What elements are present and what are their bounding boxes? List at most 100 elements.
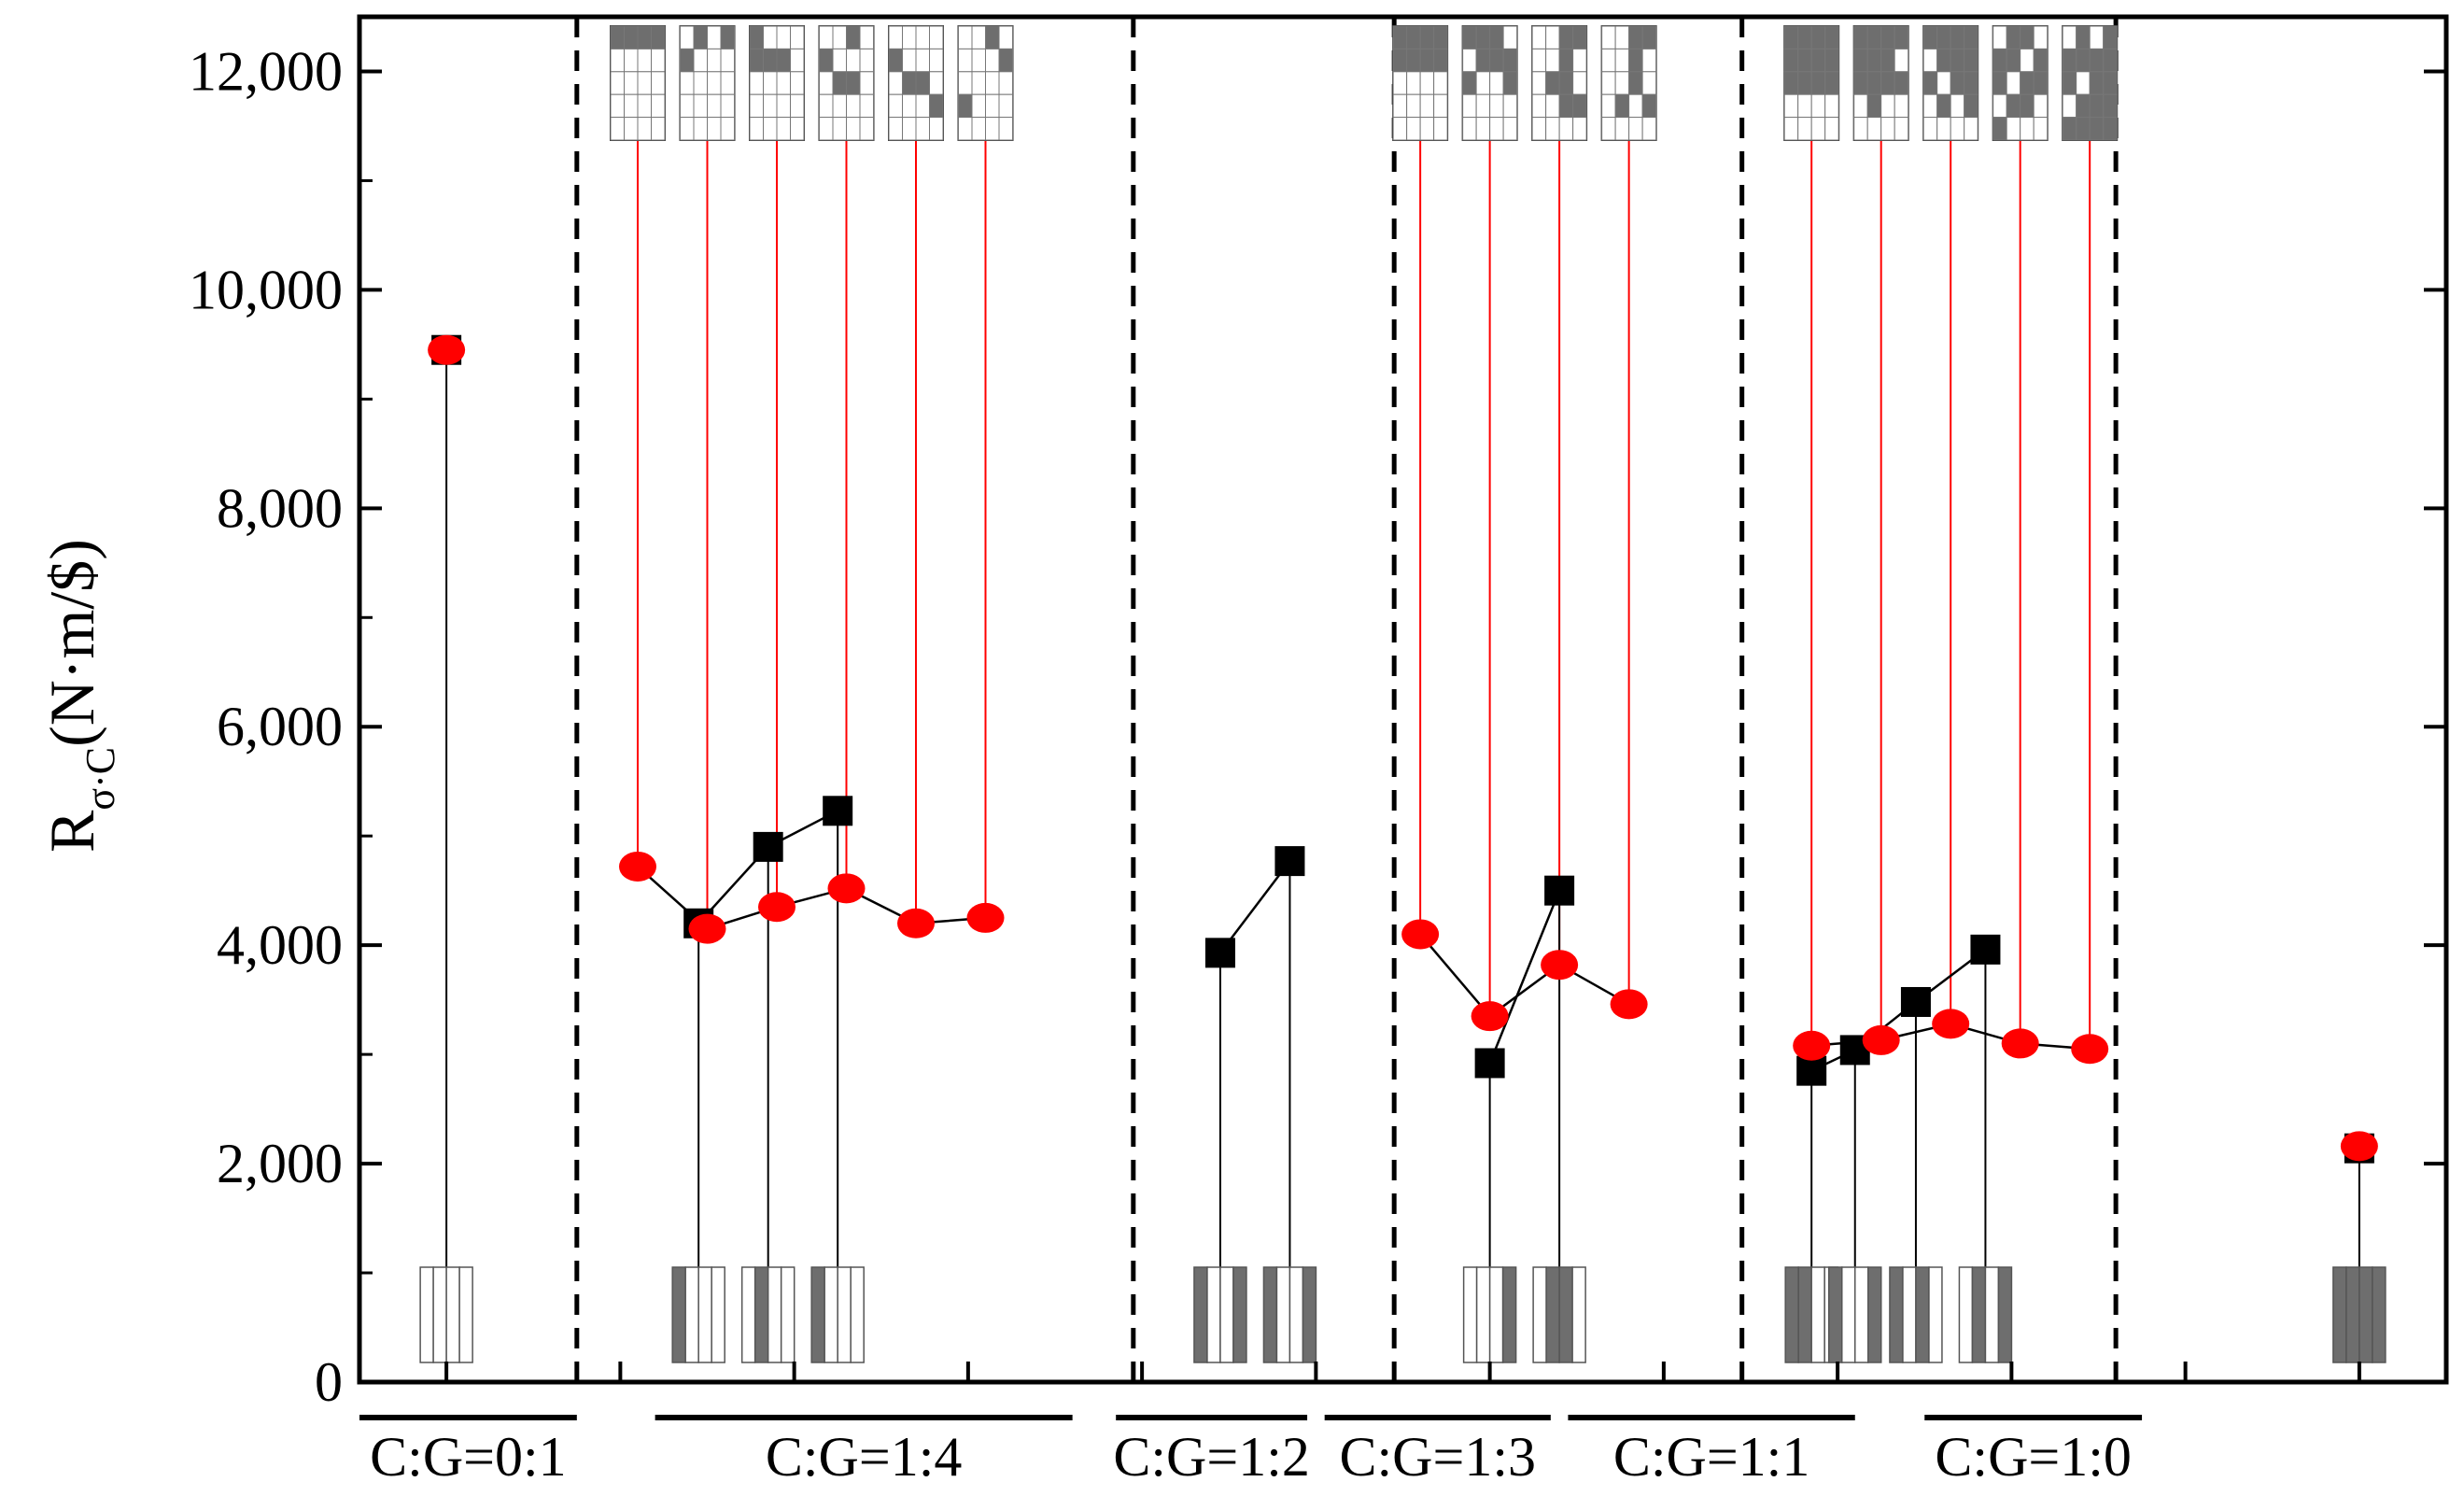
glass-cell: [846, 93, 861, 119]
glass-cell: [680, 71, 695, 95]
carbon-cell: [1797, 71, 1812, 95]
glass-cell: [1462, 117, 1477, 141]
carbon-cell: [1489, 25, 1504, 49]
carbon-cell: [1992, 117, 2007, 141]
glass-ply: [1928, 1266, 1943, 1363]
glass-cell: [819, 25, 834, 49]
glass-cell: [915, 48, 930, 73]
glass-cell: [832, 117, 847, 141]
carbon-cell: [846, 25, 861, 49]
glass-ply: [1475, 1266, 1491, 1363]
carbon-cell: [1628, 25, 1643, 49]
bottom-layup-diagram: [419, 1266, 473, 1363]
bottom-layup-diagram: [740, 1266, 796, 1363]
glass-cell: [2062, 93, 2077, 119]
carbon-ply: [2345, 1266, 2360, 1363]
glass-cell: [790, 25, 805, 49]
glass-cell: [1641, 48, 1657, 73]
glass-cell: [680, 117, 695, 141]
red-circle-point: [2071, 1034, 2109, 1065]
carbon-ply: [1262, 1266, 1278, 1363]
glass-cell: [1392, 71, 1408, 95]
glass-cell: [693, 117, 708, 141]
glass-cell: [624, 71, 639, 95]
carbon-cell: [1406, 48, 1421, 73]
carbon-cell: [1628, 71, 1643, 95]
glass-cell: [1601, 71, 1616, 95]
top-layup-diagram: [957, 25, 1014, 141]
red-circle-point: [1471, 1001, 1509, 1032]
bottom-layup-diagram: [671, 1266, 725, 1363]
bottom-layup-diagram: [2332, 1266, 2387, 1363]
glass-cell: [1489, 117, 1504, 141]
carbon-ply: [810, 1266, 825, 1363]
glass-cell: [1797, 93, 1812, 119]
glass-ply: [837, 1266, 852, 1363]
glass-cell: [1419, 117, 1435, 141]
y-tick-label: 4,000: [217, 914, 343, 976]
glass-cell: [610, 93, 625, 119]
carbon-cell: [1392, 25, 1408, 49]
bottom-layup-diagram: [1958, 1266, 2013, 1363]
glass-cell: [1824, 117, 1839, 141]
carbon-cell: [1950, 48, 1965, 73]
glass-cell: [958, 48, 973, 73]
carbon-cell: [624, 25, 639, 49]
glass-cell: [776, 25, 791, 49]
carbon-cell: [637, 25, 652, 49]
carbon-cell: [2103, 48, 2118, 73]
svg-text:Rσ·C(N·m/$): Rσ·C(N·m/$): [36, 539, 123, 853]
glass-cell: [929, 117, 944, 141]
glass-ply: [1902, 1266, 1917, 1363]
glass-cell: [1922, 48, 1938, 73]
red-circle-point: [2001, 1028, 2039, 1059]
carbon-ply: [1232, 1266, 1247, 1363]
glass-cell: [651, 117, 666, 141]
glass-cell: [819, 117, 834, 141]
glass-cell: [1475, 117, 1491, 141]
glass-cell: [1475, 71, 1491, 95]
carbon-cell: [902, 71, 917, 95]
glass-cell: [1992, 25, 2007, 49]
glass-ply: [445, 1266, 460, 1363]
carbon-cell: [929, 93, 944, 119]
glass-ply: [1571, 1266, 1586, 1363]
carbon-cell: [2062, 117, 2077, 141]
glass-cell: [1641, 117, 1657, 141]
carbon-ply: [753, 1266, 769, 1363]
glass-ply: [1275, 1266, 1291, 1363]
glass-cell: [637, 93, 652, 119]
carbon-cell: [1950, 71, 1965, 95]
carbon-cell: [1866, 48, 1882, 73]
glass-cell: [915, 117, 930, 141]
black-square-point: [1204, 938, 1235, 968]
glass-cell: [763, 25, 778, 49]
group-label: C:G=1:0: [1935, 1426, 2132, 1488]
layup-diagrams: [419, 25, 2387, 1363]
glass-cell: [610, 48, 625, 73]
carbon-cell: [1936, 48, 1951, 73]
carbon-cell: [1936, 25, 1951, 49]
carbon-cell: [1558, 48, 1574, 73]
carbon-cell: [1866, 93, 1882, 119]
carbon-cell: [1558, 25, 1574, 49]
glass-cell: [1894, 117, 1909, 141]
bottom-layup-diagram: [1462, 1266, 1517, 1363]
glass-ply: [1219, 1266, 1234, 1363]
glass-ply: [1488, 1266, 1504, 1363]
glass-cell: [902, 93, 917, 119]
glass-cell: [1531, 93, 1547, 119]
carbon-cell: [1572, 93, 1587, 119]
glass-cell: [637, 48, 652, 73]
glass-cell: [888, 93, 903, 119]
carbon-cell: [693, 25, 708, 49]
black-square-point: [753, 831, 783, 862]
carbon-cell: [1950, 25, 1965, 49]
glass-cell: [2033, 25, 2049, 49]
glass-cell: [624, 117, 639, 141]
carbon-cell: [1880, 48, 1895, 73]
black-square-point: [1474, 1048, 1505, 1079]
glass-cell: [707, 93, 722, 119]
glass-cell: [846, 117, 861, 141]
